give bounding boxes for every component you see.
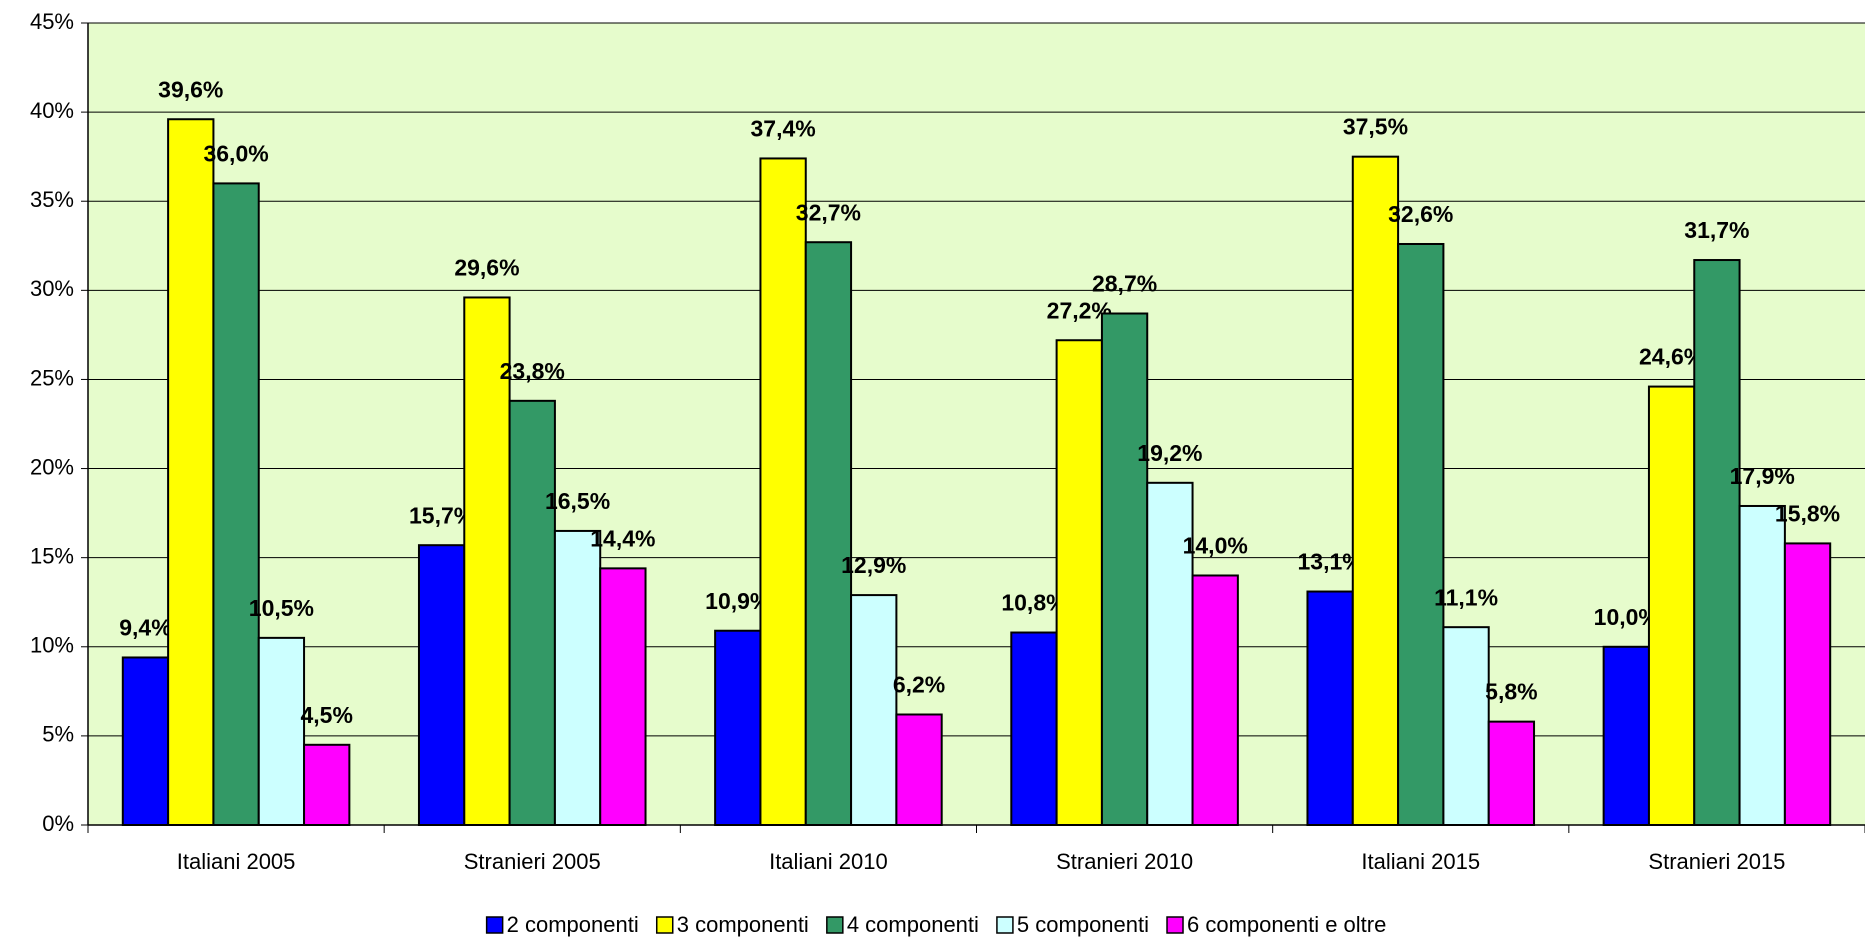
bar xyxy=(1010,631,1058,827)
value-label: 36,0% xyxy=(203,140,268,166)
bar xyxy=(850,594,898,826)
bar xyxy=(599,567,647,826)
value-label: 23,8% xyxy=(500,358,565,384)
value-label: 10,5% xyxy=(249,595,314,621)
y-tick-label: 15% xyxy=(30,543,74,568)
value-label: 9,4% xyxy=(119,615,171,641)
value-label: 11,1% xyxy=(1434,584,1498,610)
legend-marker xyxy=(1166,916,1184,934)
x-tick-label: Stranieri 2010 xyxy=(1056,849,1193,874)
bar xyxy=(1306,590,1354,826)
bar xyxy=(417,544,466,826)
bar xyxy=(212,182,260,826)
legend-label: 6 componenti e oltre xyxy=(1187,912,1386,937)
bar xyxy=(1351,155,1400,826)
value-label: 29,6% xyxy=(454,255,519,281)
value-label: 31,7% xyxy=(1684,217,1749,243)
legend-label: 4 componenti xyxy=(847,912,979,937)
value-label: 19,2% xyxy=(1137,440,1202,466)
bar xyxy=(1146,481,1194,826)
value-label: 37,4% xyxy=(750,116,815,142)
value-label: 4,5% xyxy=(300,702,352,728)
bar xyxy=(714,629,762,827)
bar xyxy=(1191,574,1239,826)
x-tick-label: Stranieri 2005 xyxy=(464,849,601,874)
value-label: 39,6% xyxy=(158,76,223,102)
y-tick-label: 45% xyxy=(30,9,74,34)
bar xyxy=(1055,339,1103,826)
bar xyxy=(1100,312,1149,826)
value-label: 37,5% xyxy=(1343,114,1408,140)
bar xyxy=(463,296,511,826)
value-label: 28,7% xyxy=(1092,271,1157,297)
bar xyxy=(1397,242,1445,827)
bar xyxy=(303,743,351,826)
legend-marker xyxy=(655,916,674,934)
bar xyxy=(1442,626,1490,826)
value-label: 15,8% xyxy=(1775,500,1840,526)
bar xyxy=(1602,645,1650,826)
value-label: 17,9% xyxy=(1730,463,1795,489)
bar xyxy=(121,656,170,827)
y-tick-label: 10% xyxy=(30,633,74,658)
x-tick-label: Stranieri 2015 xyxy=(1648,849,1785,874)
plot-area xyxy=(88,23,1865,825)
bar xyxy=(257,636,306,826)
x-tick-label: Italiani 2015 xyxy=(1361,849,1480,874)
bar xyxy=(1783,542,1832,826)
value-label: 14,4% xyxy=(590,525,655,551)
bar xyxy=(759,157,807,826)
y-tick-label: 25% xyxy=(30,365,74,390)
legend-marker xyxy=(485,916,504,934)
legend-label: 5 componenti xyxy=(1017,912,1149,937)
bar xyxy=(804,241,853,827)
y-tick-label: 0% xyxy=(42,811,74,836)
value-label: 6,2% xyxy=(893,672,945,698)
legend-marker xyxy=(996,916,1014,934)
y-tick-label: 35% xyxy=(30,187,74,212)
x-tick-label: Italiani 2010 xyxy=(769,849,888,874)
legend-marker xyxy=(826,916,844,934)
value-label: 32,7% xyxy=(796,199,861,225)
x-tick-label: Italiani 2005 xyxy=(177,849,296,874)
value-label: 32,6% xyxy=(1388,201,1453,227)
bar xyxy=(167,118,215,827)
bar xyxy=(508,399,556,826)
legend-label: 2 componenti xyxy=(507,912,639,937)
value-label: 5,8% xyxy=(1485,679,1537,705)
bar xyxy=(1693,259,1741,826)
legend-label: 3 componenti xyxy=(677,912,809,937)
y-tick-label: 5% xyxy=(42,722,74,747)
value-label: 12,9% xyxy=(841,552,906,578)
bar xyxy=(553,529,602,827)
value-label: 14,0% xyxy=(1183,533,1248,559)
bar xyxy=(1487,720,1536,826)
bar xyxy=(895,713,943,826)
y-tick-label: 20% xyxy=(30,454,74,479)
bar xyxy=(1738,504,1786,826)
y-tick-label: 40% xyxy=(30,98,74,123)
y-tick-label: 30% xyxy=(30,276,74,301)
bar xyxy=(1647,385,1696,826)
value-label: 16,5% xyxy=(545,488,610,514)
